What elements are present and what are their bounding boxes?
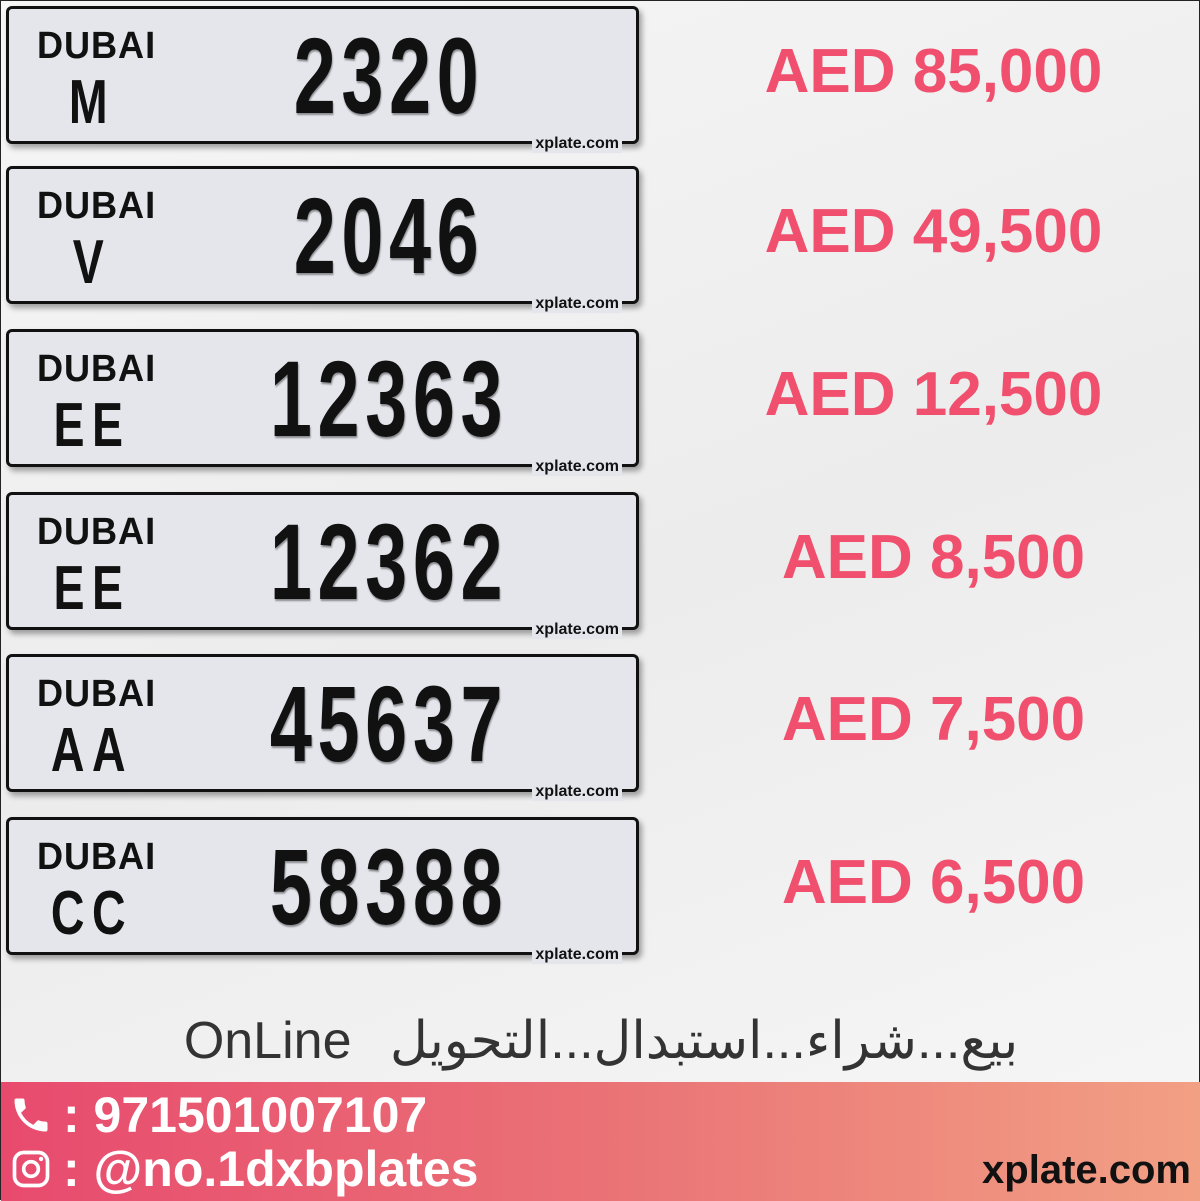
emirate-logo: DUBAI: [37, 836, 157, 878]
license-plate: DUBAI AA 45637 xplate.com: [6, 654, 639, 801]
plate-code: AA: [50, 716, 134, 785]
license-plate: DUBAI V 2046 xplate.com: [6, 166, 639, 313]
plate-code: V: [72, 228, 112, 297]
price: AED 7,500: [781, 685, 1086, 754]
phone-icon: [14, 1098, 48, 1132]
site-link[interactable]: xplate.com: [982, 1148, 1191, 1192]
plate-listing[interactable]: DUBAI CC 58388 xplate.com AED 6,500: [1, 817, 1200, 964]
phone-line: : 971501007107: [9, 1086, 427, 1144]
plate-watermark: xplate.com: [532, 295, 622, 313]
plate-code: CC: [50, 879, 134, 948]
price: AED 12,500: [764, 360, 1103, 429]
plate-number: 45637: [269, 663, 509, 784]
plate-number: 12362: [269, 501, 509, 622]
emirate-logo: DUBAI: [37, 185, 157, 227]
tagline: OnLine بيع...شراء...استبدال...التحويل: [1, 1011, 1200, 1071]
license-plate: DUBAI M 2320 xplate.com: [6, 6, 639, 153]
plate-listing[interactable]: DUBAI AA 45637 xplate.com AED 7,500: [1, 654, 1200, 801]
license-plate: DUBAI EE 12362 xplate.com: [6, 492, 639, 639]
plate-number: 2046: [293, 175, 485, 296]
price: AED 6,500: [781, 848, 1086, 917]
plate-watermark: xplate.com: [532, 135, 622, 153]
tagline-en: OnLine: [183, 1012, 352, 1070]
plate-watermark: xplate.com: [532, 621, 622, 639]
plate-code: EE: [53, 554, 131, 623]
emirate-logo: DUBAI: [37, 511, 157, 553]
price: AED 85,000: [764, 37, 1103, 106]
plate-number: 2320: [293, 15, 485, 136]
plate-listing[interactable]: DUBAI EE 12363 xplate.com AED 12,500: [1, 329, 1200, 476]
plate-listing[interactable]: DUBAI V 2046 xplate.com AED 49,500: [1, 166, 1200, 313]
license-plate: DUBAI EE 12363 xplate.com: [6, 329, 639, 476]
plate-watermark: xplate.com: [532, 946, 622, 964]
phone-number[interactable]: : 971501007107: [63, 1087, 428, 1143]
plate-listing[interactable]: DUBAI EE 12362 xplate.com AED 8,500: [1, 492, 1200, 639]
emirate-logo: DUBAI: [37, 348, 157, 390]
emirate-logo: DUBAI: [37, 25, 157, 67]
plate-watermark: xplate.com: [532, 458, 622, 476]
license-plate: DUBAI CC 58388 xplate.com: [6, 817, 639, 964]
price: AED 8,500: [781, 523, 1086, 592]
instagram-line: : @no.1dxbplates: [9, 1140, 478, 1198]
instagram-handle[interactable]: : @no.1dxbplates: [63, 1141, 479, 1197]
emirate-logo: DUBAI: [37, 673, 157, 715]
price: AED 49,500: [764, 197, 1103, 266]
instagram-icon: [12, 1150, 50, 1188]
plate-watermark: xplate.com: [532, 783, 622, 801]
plate-code: M: [68, 68, 116, 137]
plate-code: EE: [53, 391, 131, 460]
tagline-ar: بيع...شراء...استبدال...التحويل: [389, 1012, 1019, 1070]
plate-number: 12363: [269, 338, 509, 459]
plate-listing[interactable]: DUBAI M 2320 xplate.com AED 85,000: [1, 6, 1200, 153]
plate-number: 58388: [269, 826, 509, 947]
footer: : 971501007107 : @no.1dxbplates xplate.c…: [1, 1082, 1200, 1201]
